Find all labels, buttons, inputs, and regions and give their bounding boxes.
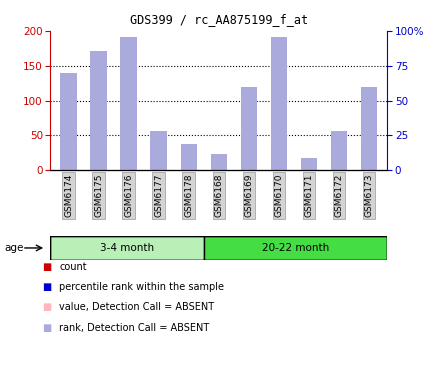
Bar <box>120 42 137 170</box>
Bar <box>180 156 197 170</box>
Bar <box>90 51 106 170</box>
Bar <box>210 153 226 170</box>
Bar <box>90 71 106 170</box>
Bar <box>360 95 377 170</box>
Text: GSM6175: GSM6175 <box>94 173 103 217</box>
Bar <box>60 73 77 170</box>
Text: ■: ■ <box>42 262 51 272</box>
Text: GSM6173: GSM6173 <box>364 173 373 217</box>
Bar <box>150 138 166 170</box>
Text: GDS399 / rc_AA875199_f_at: GDS399 / rc_AA875199_f_at <box>130 13 308 26</box>
Text: GSM6176: GSM6176 <box>124 173 133 217</box>
Bar <box>330 131 346 170</box>
Text: 3-4 month: 3-4 month <box>100 243 154 253</box>
Text: GSM6170: GSM6170 <box>274 173 283 217</box>
Bar <box>120 37 137 170</box>
Text: GSM6168: GSM6168 <box>214 173 223 217</box>
Text: GSM6172: GSM6172 <box>334 173 343 217</box>
Text: ■: ■ <box>42 282 51 292</box>
Text: GSM6169: GSM6169 <box>244 173 253 217</box>
Text: 20-22 month: 20-22 month <box>261 243 328 253</box>
Bar <box>60 118 77 170</box>
Bar <box>210 163 226 170</box>
Bar <box>203 236 386 260</box>
Bar <box>150 131 166 170</box>
Text: ■: ■ <box>42 322 51 333</box>
Text: GSM6177: GSM6177 <box>154 173 163 217</box>
Text: age: age <box>4 243 24 253</box>
Bar <box>240 87 257 170</box>
Text: GSM6178: GSM6178 <box>184 173 193 217</box>
Bar <box>270 37 286 170</box>
Bar <box>330 141 346 170</box>
Text: rank, Detection Call = ABSENT: rank, Detection Call = ABSENT <box>59 322 209 333</box>
Text: percentile rank within the sample: percentile rank within the sample <box>59 282 224 292</box>
Bar <box>300 160 317 170</box>
Bar <box>270 40 286 170</box>
Text: count: count <box>59 262 87 272</box>
Bar <box>300 158 317 170</box>
Bar <box>360 87 377 170</box>
Bar <box>240 112 257 170</box>
Bar <box>180 144 197 170</box>
Bar <box>50 236 203 260</box>
Text: GSM6171: GSM6171 <box>304 173 313 217</box>
Text: value, Detection Call = ABSENT: value, Detection Call = ABSENT <box>59 302 214 313</box>
Text: GSM6174: GSM6174 <box>64 173 73 217</box>
Text: ■: ■ <box>42 302 51 313</box>
